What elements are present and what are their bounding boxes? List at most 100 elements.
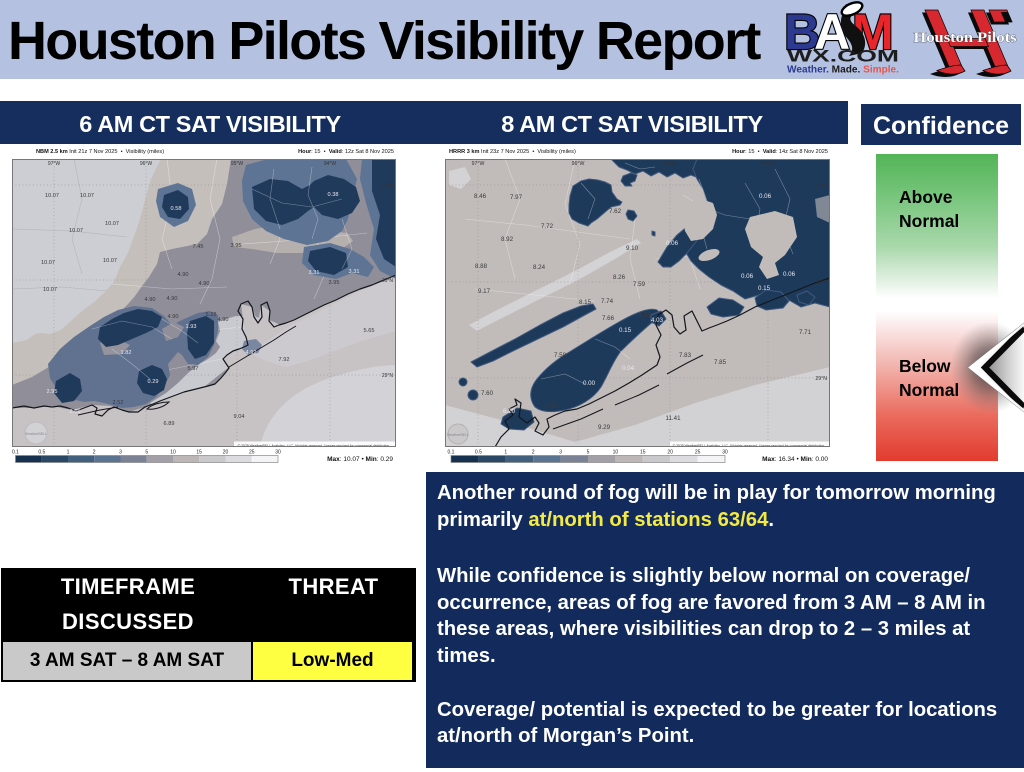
svg-text:0.15: 0.15 [758,285,771,292]
svg-text:2.65: 2.65 [70,409,81,415]
svg-text:8.92: 8.92 [501,236,514,243]
svg-text:0.06: 0.06 [666,240,679,247]
svg-text:95°W: 95°W [231,161,244,167]
svg-text:Max: 10.07 • Min: 0.29: Max: 10.07 • Min: 0.29 [327,456,393,463]
svg-text:7.71: 7.71 [799,329,812,336]
svg-text:5.65: 5.65 [364,328,375,334]
svg-text:29°N: 29°N [382,373,394,379]
svg-text:0.29: 0.29 [148,379,159,385]
svg-text:1: 1 [504,449,507,455]
svg-text:Weather. Made. Simple.: Weather. Made. Simple. [787,65,899,76]
svg-text:10: 10 [170,449,176,455]
svg-text:7.60: 7.60 [481,390,494,397]
svg-text:3: 3 [559,449,562,455]
svg-text:5.28: 5.28 [206,312,217,318]
svg-text:0.5: 0.5 [475,449,482,455]
svg-text:30: 30 [722,449,728,455]
svg-text:3.31: 3.31 [349,269,360,275]
svg-text:94°W: 94°W [324,161,337,167]
svg-text:WeatherBELL: WeatherBELL [447,433,469,437]
svg-text:10.07: 10.07 [43,287,57,293]
svg-text:7.62: 7.62 [609,208,622,215]
svg-text:0.06: 0.06 [741,273,754,280]
svg-text:30°N: 30°N [815,280,827,286]
svg-text:5.59: 5.59 [639,312,652,319]
svg-text:7.85: 7.85 [714,359,727,366]
svg-text:9.17: 9.17 [478,288,491,295]
svg-text:95°W: 95°W [664,161,677,167]
svg-text:29°N: 29°N [815,376,827,382]
svg-text:© 2025 WeatherBELL Analytics,: © 2025 WeatherBELL Analytics, LLC. All r… [238,444,391,447]
svg-text:0.06: 0.06 [759,193,772,200]
svg-text:3.95: 3.95 [329,280,340,286]
svg-text:25: 25 [249,449,255,455]
svg-text:8.15: 8.15 [579,299,592,306]
svg-text:10.07: 10.07 [103,258,117,264]
svg-text:7.58: 7.58 [554,352,567,359]
svg-text:10.07: 10.07 [105,221,119,227]
svg-text:8.88: 8.88 [475,263,488,270]
svg-text:8.46: 8.46 [474,193,487,200]
svg-text:2.52: 2.52 [113,400,124,406]
svg-text:3: 3 [119,449,122,455]
svg-text:7.45: 7.45 [193,244,204,250]
svg-text:9.29: 9.29 [598,424,611,431]
svg-text:20: 20 [667,449,673,455]
svg-text:8.24: 8.24 [533,264,546,271]
svg-text:9.04: 9.04 [234,414,245,420]
svg-text:4.90: 4.90 [178,272,189,278]
svg-text:7.83: 7.83 [679,352,692,359]
svg-text:6.20: 6.20 [503,408,516,415]
svg-text:0.00: 0.00 [583,380,596,387]
svg-text:31°N: 31°N [382,183,394,189]
svg-text:96°W: 96°W [140,161,153,167]
svg-text:4.90: 4.90 [167,296,178,302]
svg-text:4.03: 4.03 [651,317,664,324]
svg-text:0.38: 0.38 [328,192,339,198]
svg-text:11.41: 11.41 [665,415,681,422]
svg-text:94°W: 94°W [762,161,775,167]
svg-text:7.74: 7.74 [601,298,614,305]
svg-text:7.97: 7.97 [510,194,523,201]
svg-text:97°W: 97°W [472,161,485,167]
svg-text:1.93: 1.93 [186,324,197,330]
svg-text:10.07: 10.07 [45,193,59,199]
svg-text:20: 20 [223,449,229,455]
svg-text:6.89: 6.89 [164,421,175,427]
svg-text:10: 10 [613,449,619,455]
svg-text:3.31: 3.31 [309,270,320,276]
svg-text:10.07: 10.07 [80,193,94,199]
svg-text:15: 15 [196,449,202,455]
svg-text:0.58: 0.58 [171,206,182,212]
svg-text:9.10: 9.10 [626,245,639,252]
svg-text:25: 25 [695,449,701,455]
svg-text:4.90: 4.90 [218,317,229,323]
svg-text:© 2025 WeatherBELL Analytics,: © 2025 WeatherBELL Analytics, LLC. All r… [673,444,826,447]
svg-text:30: 30 [275,449,281,455]
svg-text:3.95: 3.95 [231,243,242,249]
svg-text:Max: 16.34 • Min: 0.00: Max: 16.34 • Min: 0.00 [762,456,828,463]
svg-text:0.5: 0.5 [38,449,45,455]
svg-text:5: 5 [145,449,148,455]
svg-text:2: 2 [532,449,535,455]
svg-text:4.90: 4.90 [145,297,156,303]
svg-text:5: 5 [587,449,590,455]
svg-text:0.1: 0.1 [12,449,19,455]
svg-text:7.33: 7.33 [545,403,558,410]
svg-text:0.15: 0.15 [619,327,632,334]
svg-text:0.1: 0.1 [448,449,455,455]
svg-text:1.82: 1.82 [121,350,132,356]
svg-text:15: 15 [640,449,646,455]
svg-text:7.72: 7.72 [541,223,554,230]
svg-text:31°N: 31°N [815,183,827,189]
svg-text:0.06: 0.06 [783,271,796,278]
svg-text:B: B [786,4,820,60]
svg-text:4.90: 4.90 [199,281,210,287]
svg-text:2: 2 [93,449,96,455]
svg-text:97°W: 97°W [48,161,61,167]
svg-text:4.92: 4.92 [246,350,257,356]
svg-text:8.26: 8.26 [613,274,626,281]
svg-text:WX.COM: WX.COM [787,48,899,66]
svg-text:7.92: 7.92 [279,357,290,363]
svg-text:7.59: 7.59 [633,281,646,288]
